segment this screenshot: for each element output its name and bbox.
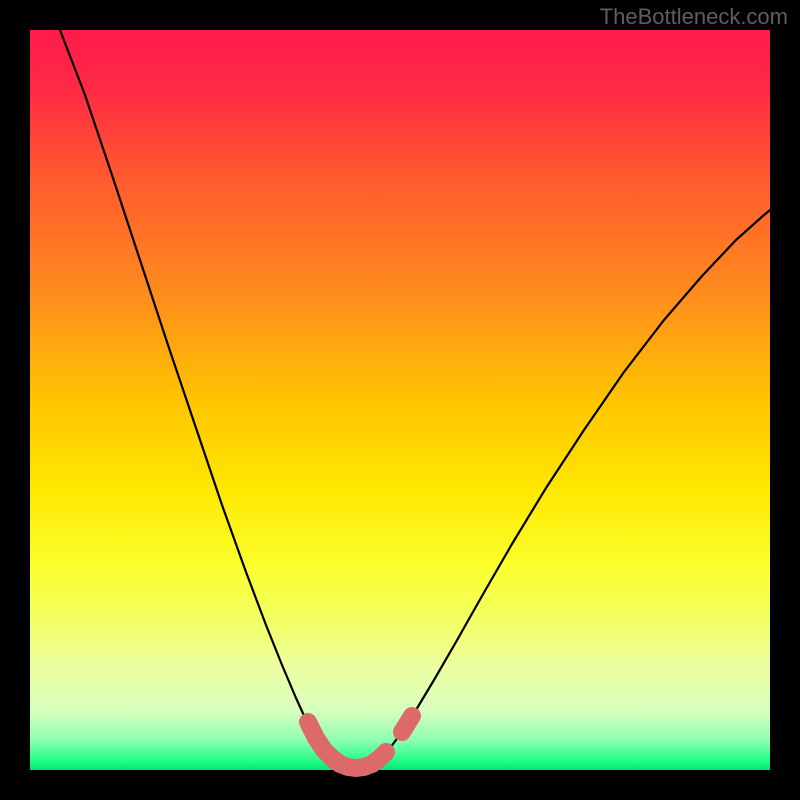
highlight-segment xyxy=(402,716,412,732)
watermark-text: TheBottleneck.com xyxy=(600,4,788,30)
bottleneck-chart xyxy=(0,0,800,800)
plot-area xyxy=(30,30,770,770)
